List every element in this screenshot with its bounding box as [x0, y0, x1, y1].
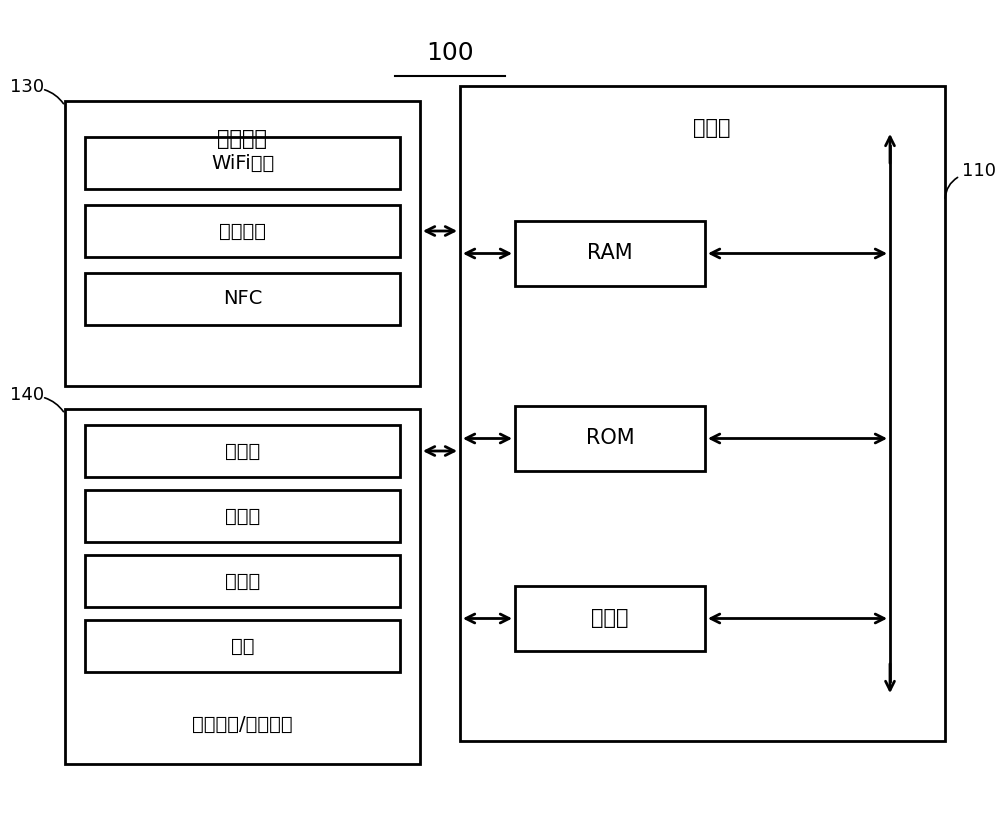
Bar [85, 555, 400, 607]
Text: 触摸板: 触摸板 [225, 507, 260, 526]
Bar [85, 620, 400, 672]
Text: 100: 100 [426, 41, 474, 65]
Text: 140: 140 [10, 386, 44, 404]
Bar [515, 586, 705, 651]
Bar [85, 205, 400, 257]
Text: 按键: 按键 [231, 636, 254, 655]
Bar [515, 406, 705, 471]
Bar [460, 86, 945, 741]
Text: 控制器: 控制器 [693, 118, 731, 138]
Bar [65, 101, 420, 386]
Bar [85, 137, 400, 189]
Bar [85, 273, 400, 325]
Text: 用户输入/输出接口: 用户输入/输出接口 [192, 715, 293, 734]
Bar [85, 490, 400, 542]
Text: ROM: ROM [586, 429, 634, 448]
Text: 110: 110 [962, 162, 996, 180]
Text: 麦克风: 麦克风 [225, 441, 260, 461]
Text: 通信接口: 通信接口 [217, 129, 268, 149]
Bar [515, 221, 705, 286]
Text: 处理器: 处理器 [591, 609, 629, 629]
Text: 蓝牙模块: 蓝牙模块 [219, 222, 266, 241]
Text: WiFi芯片: WiFi芯片 [211, 154, 274, 172]
Text: 传感器: 传感器 [225, 572, 260, 590]
Text: RAM: RAM [587, 243, 633, 263]
Text: NFC: NFC [223, 289, 262, 308]
Bar [85, 425, 400, 477]
Bar [65, 409, 420, 764]
Text: 130: 130 [10, 78, 44, 96]
